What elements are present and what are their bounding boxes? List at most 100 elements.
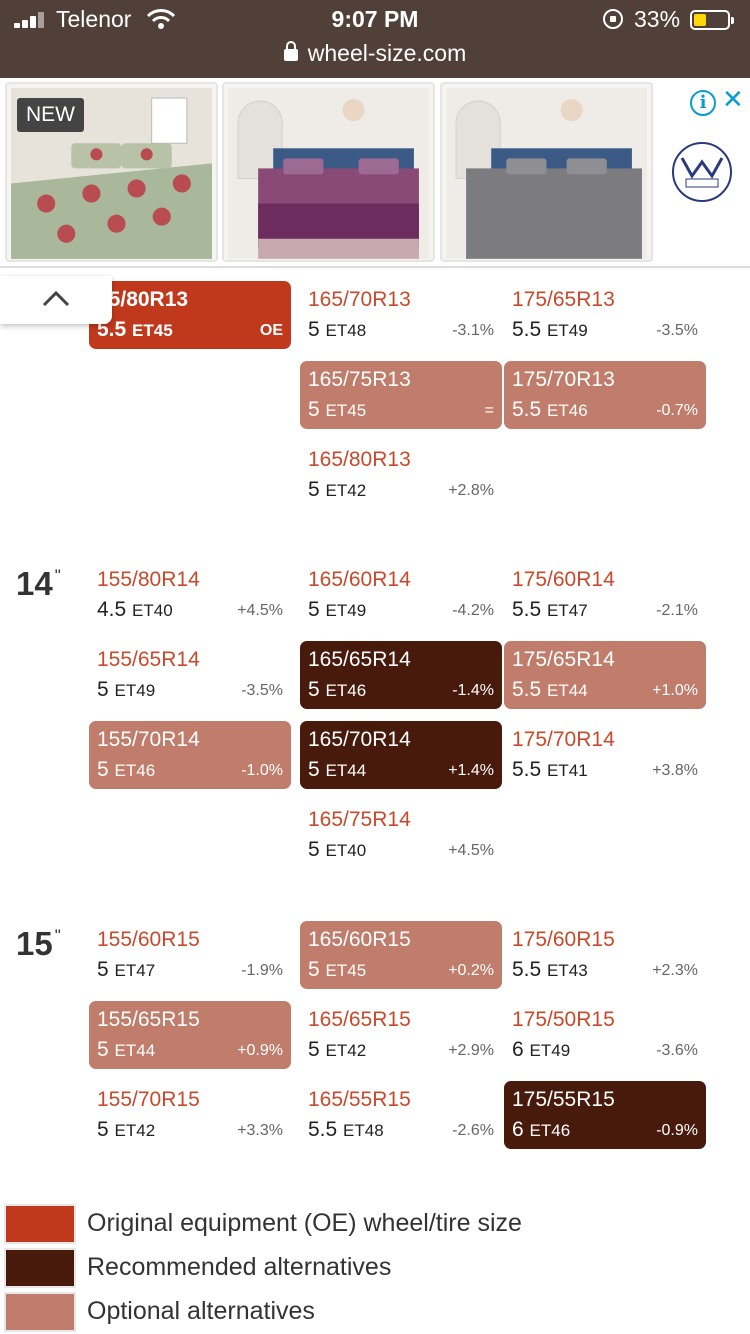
offset-et: ET41 [547,761,588,780]
rim-width: 5.5 [512,318,542,341]
tire-size-option[interactable]: 175/65R13 5.5 ET49 -3.5% [504,281,706,349]
rim-width-offset: 5 ET40 [308,838,366,862]
rim-width: 5 [97,758,109,781]
tire-size-option[interactable]: 165/70R14 5 ET44 +1.4% [300,721,502,789]
offset-et: ET42 [114,1121,156,1140]
legend-label-oe: Original equipment (OE) wheel/tire size [87,1209,522,1237]
rim-width: 5 [97,1038,109,1061]
tire-size-option[interactable]: 155/65R15 5 ET44 +0.9% [89,1001,291,1069]
diameter-difference: +3.3% [237,1122,283,1139]
offset-et: ET47 [547,601,588,620]
tire-size-option[interactable]: 175/65R14 5.5 ET44 +1.0% [504,641,706,709]
rim-width: 5 [308,318,320,341]
tire-size: 175/50R15 [512,1008,615,1031]
diameter-difference: -0.9% [656,1122,698,1139]
tire-size-option[interactable]: 175/60R14 5.5 ET47 -2.1% [504,561,706,629]
rim-width: 5 [308,758,320,781]
rim-width: 5 [308,1038,320,1061]
offset-et: ET42 [325,1041,367,1060]
tire-size: 175/60R14 [512,568,615,591]
rim-width-offset: 4.5 ET40 [97,598,173,622]
diameter-difference: +0.2% [448,962,494,979]
tire-size-option[interactable]: 165/65R14 5 ET46 -1.4% [300,641,502,709]
tire-size: 165/80R13 [308,448,411,471]
rim-width: 5 [308,398,320,421]
diameter-difference: -0.7% [656,402,698,419]
rim-width-offset: 5 ET49 [97,678,155,702]
offset-et: ET46 [547,401,588,420]
ad-product-card[interactable]: NEW [5,82,218,262]
battery-icon [690,10,734,30]
rim-width-offset: 5 ET42 [97,1118,155,1142]
tire-size-option[interactable]: 165/75R14 5 ET40 +4.5% [300,801,502,869]
tire-size-option[interactable]: 175/70R14 5.5 ET41 +3.8% [504,721,706,789]
offset-et: ET46 [325,681,367,700]
legend-swatch-recommended [4,1248,76,1288]
rim-width-offset: 5 ET44 [97,1038,155,1062]
rim-width: 5 [308,678,320,701]
tire-size-option[interactable]: 155/80R14 4.5 ET40 +4.5% [89,561,291,629]
tire-size-option[interactable]: 165/65R15 5 ET42 +2.9% [300,1001,502,1069]
offset-et: ET40 [132,601,173,620]
ad-divider [0,266,750,268]
offset-et: ET46 [114,761,156,780]
tire-size-option[interactable]: 175/70R13 5.5 ET46 -0.7% [504,361,706,429]
rim-width-offset: 5 ET48 [308,318,366,342]
clock: 9:07 PM [331,6,419,32]
diameter-difference: +1.0% [652,682,698,699]
ad-product-image [228,88,429,259]
offset-et: ET48 [325,321,367,340]
rim-width-offset: 5.5 ET47 [512,598,588,622]
rim-width: 5.5 [512,758,542,781]
tire-size: 175/70R14 [512,728,615,751]
tire-size-option[interactable]: 165/80R13 5 ET42 +2.8% [300,441,502,509]
tire-size: 175/70R13 [512,368,615,391]
tire-size: 155/65R15 [97,1008,200,1031]
rim-width: 5.5 [512,398,542,421]
tire-size: 175/65R13 [512,288,615,311]
tire-size: 155/70R14 [97,728,200,751]
tire-size-option[interactable]: 155/70R14 5 ET46 -1.0% [89,721,291,789]
rim-width-offset: 5.5 ET44 [512,678,588,702]
diameter-difference: -1.4% [452,682,494,699]
tire-size-option[interactable]: 55/80R13 5.5 ET45 OE [89,281,291,349]
tire-size-option[interactable]: 155/70R15 5 ET42 +3.3% [89,1081,291,1149]
offset-et: ET49 [547,321,588,340]
offset-et: ET44 [325,761,367,780]
tire-size: 165/70R14 [308,728,411,751]
tire-size: 165/60R15 [308,928,411,951]
diameter-difference: -4.2% [452,602,494,619]
rim-width-offset: 5 ET46 [308,678,366,702]
collapse-ad-button[interactable] [0,276,112,324]
address-bar[interactable]: wheel-size.com [0,40,750,67]
offset-et: ET42 [325,481,367,500]
tire-size-option[interactable]: 155/65R14 5 ET49 -3.5% [89,641,291,709]
tire-size-option[interactable]: 165/55R15 5.5 ET48 -2.6% [300,1081,502,1149]
tire-size-option[interactable]: 165/75R13 5 ET45 = [300,361,502,429]
offset-et: ET43 [547,961,588,980]
ad-product-card[interactable] [222,82,435,262]
tire-size: 175/60R15 [512,928,615,951]
ad-info-icon[interactable]: i [690,90,716,116]
tire-size-option[interactable]: 175/60R15 5.5 ET43 +2.3% [504,921,706,989]
ad-controls[interactable]: i ✕ [690,84,744,116]
ad-close-icon[interactable]: ✕ [722,84,744,114]
diameter-difference: -2.6% [452,1122,494,1139]
ad-banner[interactable]: NEW i ✕ [0,78,750,264]
tire-size-option[interactable]: 155/60R15 5 ET47 -1.9% [89,921,291,989]
tire-size-option[interactable]: 165/70R13 5 ET48 -3.1% [300,281,502,349]
rotation-lock-icon [603,9,623,29]
tire-size-option[interactable]: 175/55R15 6 ET46 -0.9% [504,1081,706,1149]
rim-diameter-value: 15 [16,925,53,962]
tire-size-option[interactable]: 165/60R14 5 ET49 -4.2% [300,561,502,629]
rim-width-offset: 5.5 ET41 [512,758,588,782]
ad-product-card[interactable] [440,82,653,262]
ad-product-image [446,88,647,259]
brand-logo [672,142,732,202]
tire-size-option[interactable]: 175/50R15 6 ET49 -3.6% [504,1001,706,1069]
rim-width-offset: 6 ET49 [512,1038,570,1062]
offset-et: ET45 [132,321,173,340]
tire-size-option[interactable]: 165/60R15 5 ET45 +0.2% [300,921,502,989]
rim-width: 5 [97,1118,109,1141]
rim-width-offset: 5 ET42 [308,478,366,502]
